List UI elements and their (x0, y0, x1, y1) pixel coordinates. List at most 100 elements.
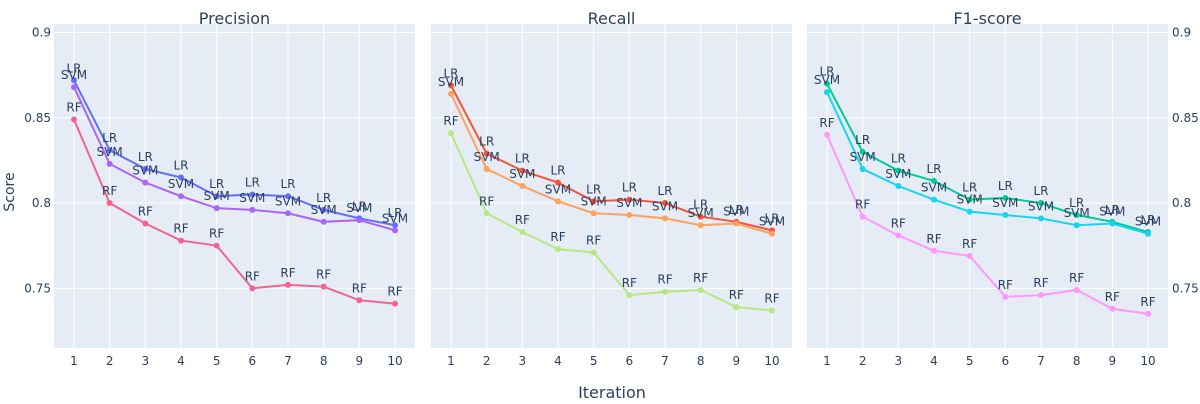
data-point (320, 206, 327, 213)
data-point (519, 167, 526, 174)
y-axis-title: Score (2, 172, 18, 211)
data-point (1073, 287, 1080, 294)
x-tick-label: 2 (483, 354, 491, 368)
data-label: SVM (581, 194, 607, 208)
data-label: RF (819, 116, 834, 130)
series-line (450, 93, 773, 235)
data-point (71, 77, 77, 84)
data-point (931, 247, 937, 254)
labels-lr: LR LR LR LR LR LR LR LR LR LR (66, 61, 402, 220)
data-point (626, 292, 633, 299)
data-point (626, 211, 633, 218)
data-point (178, 174, 184, 181)
x-tick-label: 2 (859, 354, 867, 368)
series-lr (71, 77, 398, 229)
y-tick-label-right: 0.8 (1172, 196, 1191, 210)
data-label: LR (102, 131, 117, 145)
data-label: RF (280, 266, 295, 280)
data-label: SVM (1099, 205, 1125, 219)
labels-lr: LR LR LR LR LR LR LR LR LR LR (443, 66, 779, 225)
series-svm (824, 89, 1151, 237)
data-point (142, 179, 149, 186)
data-point (626, 196, 633, 203)
data-label: LR (352, 199, 367, 213)
data-point (590, 198, 597, 205)
data-point (1002, 293, 1009, 300)
data-label: SVM (850, 150, 876, 164)
data-point (966, 252, 973, 259)
data-label: LR (855, 133, 870, 147)
series-line (450, 132, 773, 312)
data-point (1073, 211, 1080, 218)
x-tick-label: 7 (1037, 354, 1045, 368)
x-tick-label: 6 (626, 354, 634, 368)
data-point (356, 217, 363, 224)
data-label: RF (891, 216, 906, 230)
data-point (1038, 200, 1044, 207)
data-point (483, 150, 490, 157)
data-label: SVM (275, 194, 301, 208)
data-label: RF (998, 278, 1013, 292)
data-point (895, 232, 902, 239)
data-label: RF (209, 227, 224, 241)
data-label: LR (998, 179, 1013, 193)
series-line (826, 134, 1149, 315)
data-point (931, 177, 937, 184)
y-tick-label-right: 0.75 (1172, 281, 1199, 295)
data-point (213, 242, 220, 249)
data-label: RF (855, 198, 870, 212)
data-label: LR (443, 66, 458, 80)
data-label: LR (819, 65, 834, 79)
series-lr (448, 82, 775, 234)
data-label: RF (479, 194, 494, 208)
x-tick-label: 7 (284, 354, 292, 368)
data-point (859, 165, 866, 172)
data-label: LR (245, 176, 260, 190)
labels-svm: SVM SVM SVM SVM SVM SVM SVM SVM SVM SVM (61, 68, 408, 225)
data-point (966, 196, 973, 203)
data-label: RF (66, 100, 81, 114)
data-label: LR (479, 135, 494, 149)
data-point (249, 285, 256, 292)
data-label: SVM (616, 196, 642, 210)
panels-layer: 1 2 3 4 5 6 7 8 9 100.750.80.850.9PrecisionLRLRLR… (24, 9, 1198, 368)
y-tick-label-right: 0.85 (1172, 111, 1199, 125)
data-label: RF (352, 281, 367, 295)
panel-f1-score: 1 2 3 4 5 6 7 8 9 100.750.80.850.9F1-scoreLRLRLRL… (807, 9, 1199, 368)
data-label: LR (586, 182, 601, 196)
series-line (826, 83, 1149, 234)
data-label: SVM (97, 145, 123, 159)
data-label: LR (693, 198, 708, 212)
data-point (859, 213, 866, 220)
data-label: RF (926, 232, 941, 246)
x-tick-label: 6 (249, 354, 257, 368)
data-point (662, 200, 668, 207)
data-label: LR (926, 162, 941, 176)
y-tick-label-left: 0.75 (24, 281, 51, 295)
data-point (71, 84, 77, 91)
y-tick-label-right: 0.9 (1172, 26, 1191, 40)
data-point (356, 297, 363, 304)
x-tick-label: 3 (142, 354, 150, 368)
series-rf (824, 131, 1151, 317)
data-point (483, 165, 490, 172)
data-label: RF (173, 222, 188, 236)
x-tick-label: 6 (1002, 354, 1010, 368)
data-label: SVM (652, 199, 678, 213)
series-rf (448, 130, 775, 314)
data-point (1002, 194, 1009, 201)
x-tick-label: 7 (661, 354, 669, 368)
data-label: RF (729, 288, 744, 302)
data-label: LR (1069, 196, 1084, 210)
x-tick-label: 1 (447, 354, 455, 368)
data-point (1109, 220, 1116, 227)
series-line (450, 84, 773, 232)
data-label: RF (764, 291, 779, 305)
data-point (824, 89, 830, 96)
data-point (895, 167, 902, 174)
data-label: LR (962, 181, 977, 195)
data-label: SVM (545, 182, 571, 196)
data-point (824, 80, 830, 87)
data-point (824, 131, 830, 138)
data-point (590, 210, 597, 217)
